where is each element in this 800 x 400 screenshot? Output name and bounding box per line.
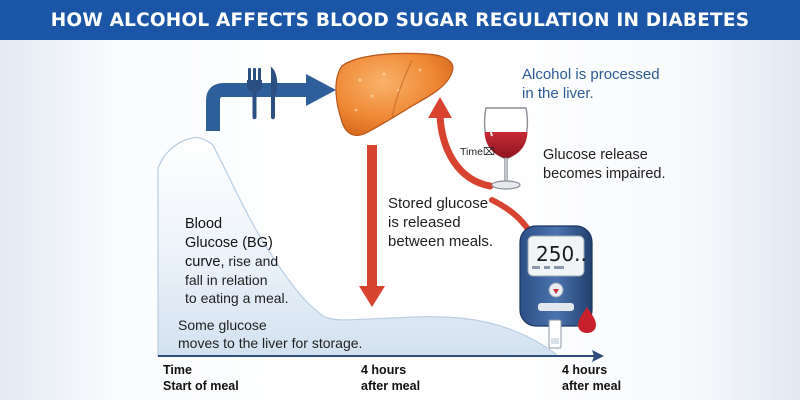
caption-alcohol-processed: Alcohol is processed in the liver.	[522, 66, 660, 102]
axis-label-end: 4 hours after meal	[562, 363, 622, 393]
blood-glucose-curve	[157, 136, 557, 357]
glass-to-meter-line	[489, 197, 533, 235]
caption-stored-glucose: Stored glucose is released between meals…	[388, 195, 494, 250]
meal-to-liver-arrow	[206, 83, 310, 131]
diagram-canvas	[157, 52, 604, 362]
liver-release-arrow	[367, 145, 377, 288]
alcohol-to-liver-arrow	[436, 112, 494, 190]
page-title: HOW ALCOHOL AFFECTS BLOOD SUGAR REGULATI…	[0, 0, 800, 40]
axis-label-start: Time Start of meal	[163, 363, 239, 393]
caption-bg-curve: Blood Glucose (BG) curve, rise and fall …	[185, 216, 289, 306]
caption-time-tag: Time⌧	[460, 146, 496, 158]
liver-release-arrowhead	[359, 286, 385, 307]
axis-label-mid: 4 hours after meal	[361, 363, 421, 393]
meal-to-liver-arrowhead	[306, 74, 336, 106]
glucose-meter-icon	[519, 225, 593, 349]
alcohol-to-liver-arrowhead	[428, 97, 452, 118]
liver-icon	[335, 52, 454, 137]
wine-glass-icon	[483, 107, 529, 190]
blood-drop-icon	[578, 307, 596, 333]
meter-reading: 250..	[536, 242, 587, 266]
caption-some-glucose: Some glucose moves to the liver for stor…	[178, 317, 363, 351]
caption-glucose-release: Glucose release becomes impaired.	[543, 147, 666, 182]
fork-knife-icon	[247, 66, 278, 120]
time-axis-arrowhead	[592, 350, 604, 362]
